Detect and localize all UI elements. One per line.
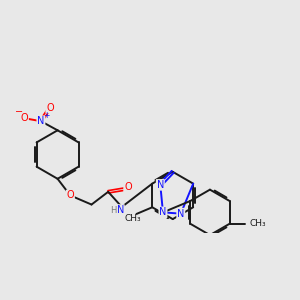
- Text: N: N: [159, 207, 167, 218]
- Text: −: −: [15, 106, 23, 116]
- Text: O: O: [67, 190, 74, 200]
- Text: +: +: [43, 111, 50, 120]
- Text: O: O: [124, 182, 132, 192]
- Text: N: N: [177, 208, 184, 219]
- Text: H: H: [110, 206, 116, 215]
- Text: N: N: [117, 205, 124, 215]
- Text: N: N: [157, 180, 164, 190]
- Text: CH₃: CH₃: [249, 219, 266, 228]
- Text: O: O: [46, 103, 54, 112]
- Text: O: O: [20, 113, 28, 123]
- Text: N: N: [37, 116, 45, 126]
- Text: CH₃: CH₃: [124, 214, 141, 223]
